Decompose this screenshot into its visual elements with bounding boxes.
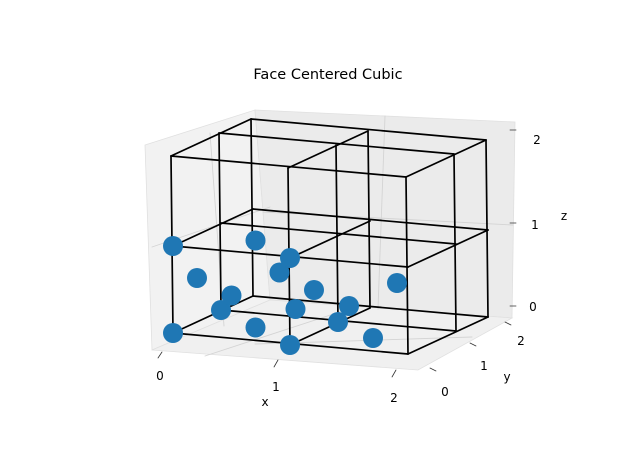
cube-edge [220,222,457,245]
lattice-point [328,312,348,332]
lattice-point [163,323,183,343]
lattice-point [280,335,300,355]
z-tick-1: 1 [531,218,539,232]
cube-edge [287,130,369,169]
cube-edge [252,295,489,318]
axis-tick-mark [157,351,163,359]
cube-edge [289,220,371,259]
cube-edge [405,176,409,355]
axes-panes [144,109,516,371]
cube-edge [453,153,457,332]
cube-edge [407,316,489,355]
axis-tick-mark [429,367,437,372]
lattice-point [245,317,266,338]
lattice-point [163,236,183,256]
x-tick-2: 2 [390,391,398,405]
x-axis-label: x [261,395,268,409]
z-axis-label: z [561,209,567,223]
z-tick-0: 0 [529,300,537,314]
lattice-point [387,273,407,293]
pane-floor [151,299,514,371]
cube-edge [335,144,339,323]
lattice-point [285,299,306,319]
cube-edge [250,118,487,141]
y-tick-0: 0 [441,385,449,399]
y-axis-label: y [503,370,510,384]
z-tick-2: 2 [533,133,541,147]
x-tick-1: 1 [272,380,280,394]
y-tick-1: 1 [480,359,488,373]
cube-edge [172,208,254,247]
lattice-point [245,230,266,251]
x-tick-0: 0 [156,369,164,383]
lattice-point [363,328,383,348]
axis-tick-mark [273,359,279,368]
cube-edge [407,229,489,268]
lattice-point [280,248,300,268]
cube-edge [170,118,252,157]
lattice-points [163,230,407,355]
axis-tick-mark [391,369,397,378]
cube-edge [170,155,407,178]
cube-edge [218,132,455,155]
chart-title: Face Centered Cubic [253,67,402,83]
cube-edge [405,139,487,178]
axis-tick-mark [469,342,477,347]
lattice-point [187,268,207,288]
cube-edge [218,132,222,311]
lattice-point [304,280,324,300]
cube-edge [252,208,489,231]
y-tick-2: 2 [517,334,525,348]
lattice-point [339,296,359,316]
lattice-point [269,262,290,283]
axis-tick-mark [504,321,512,326]
lattice-point [211,300,231,320]
cube-edge [250,118,254,297]
lattice-point [221,285,242,306]
cube-edge [485,139,489,318]
